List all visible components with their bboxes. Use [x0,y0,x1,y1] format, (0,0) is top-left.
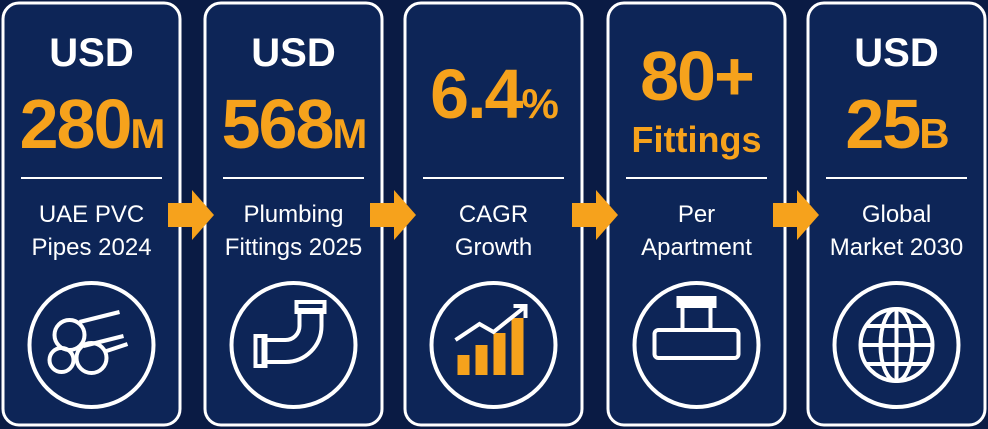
value: 568 [222,85,333,163]
icon-ring [229,281,358,409]
stat-value: 568M [222,85,366,163]
arrow [370,190,416,240]
prefix: USD [251,31,335,75]
value: 25 [845,85,919,163]
value: 280 [20,85,131,163]
label: CAGR [459,201,528,228]
icon [47,310,129,375]
label: Growth [455,234,532,261]
stat-value: 280M [20,85,164,163]
icon-ring [832,281,961,409]
icon-ring [27,281,156,409]
label: Fittings 2025 [225,234,362,261]
stat-card: 6.4% CAGR Growth [403,1,584,427]
icon [253,300,327,368]
prefix: USD [854,31,938,75]
arrows [168,190,819,240]
icon-ring [632,281,761,409]
arrow [168,190,214,240]
prefix: USD [49,31,133,75]
unit: Fittings [632,119,762,160]
stat-value: 80+ [640,37,753,115]
unit: M [332,110,365,157]
stat-card: 80+Fittings Per Apartment [606,1,787,427]
arrow [773,190,819,240]
icon [454,304,528,375]
stat-value: 6.4% [430,55,558,133]
label: Market 2030 [830,234,963,261]
value: 6.4 [430,55,523,133]
unit: M [130,110,163,157]
icon [858,307,935,383]
stat-card: USD 25B Global Market 2030 [806,1,987,427]
stat-value: 25B [845,85,948,163]
label: Plumbing [243,201,343,228]
icon [652,296,741,360]
unit: % [521,80,558,127]
stat-card: USD 568M Plumbing Fittings 2025 [203,1,384,427]
unit: B [919,110,948,157]
arrow [572,190,618,240]
label: Pipes 2024 [31,234,151,261]
label: UAE PVC [39,201,144,228]
stat-card: USD 280M UAE PVC Pipes 2024 [1,1,182,427]
label: Per [678,201,715,228]
label: Global [862,201,931,228]
label: Apartment [641,234,752,261]
icon-ring [429,281,558,409]
